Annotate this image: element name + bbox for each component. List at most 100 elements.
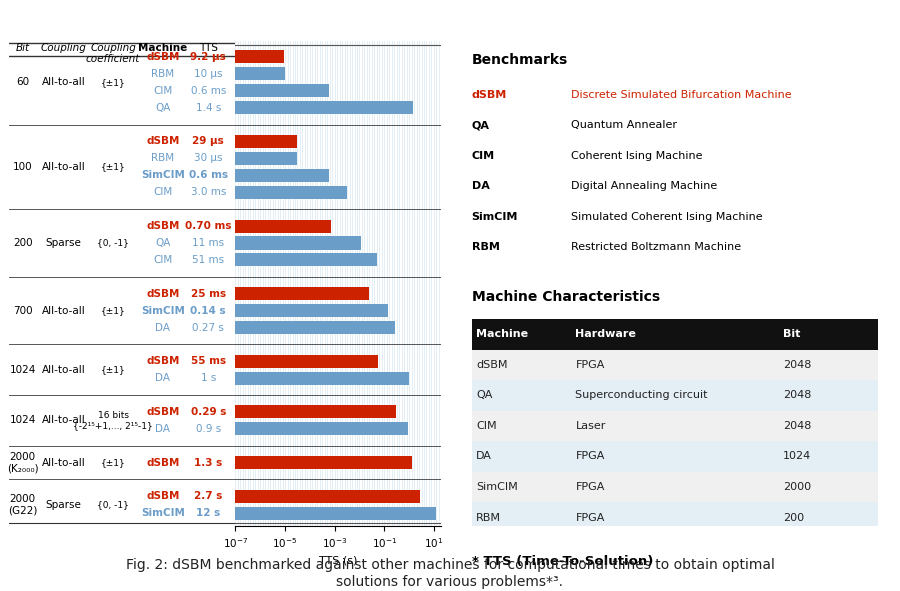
Text: All-to-all: All-to-all bbox=[41, 77, 86, 87]
Text: Discrete Simulated Bifurcation Machine: Discrete Simulated Bifurcation Machine bbox=[572, 90, 792, 100]
Text: 0.6 ms: 0.6 ms bbox=[191, 86, 226, 96]
Text: Simulated Coherent Ising Machine: Simulated Coherent Ising Machine bbox=[572, 212, 762, 222]
Text: Machine: Machine bbox=[139, 43, 187, 53]
Text: 0.14 s: 0.14 s bbox=[191, 306, 226, 316]
Text: All-to-all: All-to-all bbox=[41, 365, 86, 375]
Text: All-to-all: All-to-all bbox=[41, 415, 86, 426]
Bar bbox=[0, 506, 436, 519]
Text: 1.4 s: 1.4 s bbox=[195, 103, 221, 113]
Text: {±1}: {±1} bbox=[101, 78, 126, 87]
Bar bbox=[0, 219, 331, 232]
Text: SimCIM: SimCIM bbox=[141, 306, 184, 316]
FancyBboxPatch shape bbox=[472, 502, 878, 532]
Text: RBM: RBM bbox=[151, 69, 175, 79]
Text: 0.29 s: 0.29 s bbox=[191, 407, 226, 417]
Text: 200: 200 bbox=[13, 238, 32, 248]
Text: 25 ms: 25 ms bbox=[191, 288, 226, 298]
Text: Laser: Laser bbox=[575, 421, 606, 431]
Text: Digital Annealing Machine: Digital Annealing Machine bbox=[572, 181, 717, 191]
Text: 0.70 ms: 0.70 ms bbox=[185, 221, 231, 231]
Text: FPGA: FPGA bbox=[575, 452, 605, 462]
Text: DA: DA bbox=[476, 452, 491, 462]
Text: 16 bits
{-2¹⁵+1,..., 2¹⁵-1}: 16 bits {-2¹⁵+1,..., 2¹⁵-1} bbox=[73, 411, 153, 430]
Text: dSBM: dSBM bbox=[472, 90, 507, 100]
Bar bbox=[0, 490, 419, 503]
FancyBboxPatch shape bbox=[472, 411, 878, 441]
Text: 2.7 s: 2.7 s bbox=[194, 491, 222, 501]
Text: * TTS (Time-To-Solution): * TTS (Time-To-Solution) bbox=[472, 554, 653, 567]
Text: Quantum Annealer: Quantum Annealer bbox=[572, 121, 677, 131]
Text: 1 s: 1 s bbox=[201, 374, 216, 383]
Text: DA: DA bbox=[156, 374, 170, 383]
Bar bbox=[0, 287, 369, 300]
Bar bbox=[0, 304, 388, 317]
Text: FPGA: FPGA bbox=[575, 482, 605, 492]
Text: Restricted Boltzmann Machine: Restricted Boltzmann Machine bbox=[572, 242, 742, 252]
Bar bbox=[0, 101, 413, 114]
Text: 10 μs: 10 μs bbox=[194, 69, 222, 79]
Text: {±1}: {±1} bbox=[101, 163, 126, 171]
Text: 0.6 ms: 0.6 ms bbox=[189, 170, 228, 180]
Text: Sparse: Sparse bbox=[45, 238, 81, 248]
Text: 9.2 μs: 9.2 μs bbox=[191, 52, 226, 62]
Text: Coherent Ising Machine: Coherent Ising Machine bbox=[572, 151, 703, 161]
FancyBboxPatch shape bbox=[472, 441, 878, 472]
Bar bbox=[0, 152, 297, 165]
Text: QA: QA bbox=[476, 391, 492, 400]
Text: dSBM: dSBM bbox=[147, 457, 180, 467]
Text: CIM: CIM bbox=[153, 187, 173, 197]
Bar bbox=[0, 186, 346, 199]
Bar bbox=[0, 405, 396, 418]
Text: Benchmarks: Benchmarks bbox=[472, 54, 568, 67]
X-axis label: TTS (s): TTS (s) bbox=[320, 555, 357, 565]
Bar bbox=[0, 423, 408, 436]
Text: {±1}: {±1} bbox=[101, 306, 126, 315]
Text: 2048: 2048 bbox=[783, 421, 811, 431]
Text: CIM: CIM bbox=[153, 86, 173, 96]
Text: Machine: Machine bbox=[476, 329, 528, 339]
Text: 55 ms: 55 ms bbox=[191, 356, 226, 366]
Bar bbox=[0, 236, 361, 249]
Text: 0.9 s: 0.9 s bbox=[195, 424, 220, 434]
Text: SimCIM: SimCIM bbox=[141, 508, 184, 518]
Text: 1.3 s: 1.3 s bbox=[194, 457, 222, 467]
Text: {0, -1}: {0, -1} bbox=[97, 239, 129, 248]
Text: Coupling: Coupling bbox=[40, 43, 86, 53]
Text: 51 ms: 51 ms bbox=[193, 255, 224, 265]
Text: 700: 700 bbox=[13, 306, 32, 316]
Text: 100: 100 bbox=[13, 162, 32, 172]
Text: 2000
(K₂₀₀₀): 2000 (K₂₀₀₀) bbox=[7, 452, 39, 473]
Text: QA: QA bbox=[472, 121, 490, 131]
Bar bbox=[0, 456, 412, 469]
Text: TTS: TTS bbox=[199, 43, 218, 53]
Text: 0.27 s: 0.27 s bbox=[193, 323, 224, 333]
FancyBboxPatch shape bbox=[472, 472, 878, 502]
Text: RBM: RBM bbox=[151, 154, 175, 164]
FancyBboxPatch shape bbox=[472, 350, 878, 380]
Text: 11 ms: 11 ms bbox=[193, 238, 224, 248]
Text: DA: DA bbox=[156, 323, 170, 333]
Text: CIM: CIM bbox=[472, 151, 495, 161]
Text: CIM: CIM bbox=[476, 421, 497, 431]
Text: Bit: Bit bbox=[783, 329, 800, 339]
Text: Coupling
coefficient: Coupling coefficient bbox=[86, 43, 140, 64]
Text: Fig. 2: dSBM benchmarked against other machines for computational times to obtai: Fig. 2: dSBM benchmarked against other m… bbox=[126, 558, 774, 589]
Text: RBM: RBM bbox=[476, 512, 501, 522]
Text: dSBM: dSBM bbox=[147, 52, 180, 62]
Text: 2000
(G22): 2000 (G22) bbox=[8, 494, 37, 515]
Text: QA: QA bbox=[156, 103, 171, 113]
Text: CIM: CIM bbox=[153, 255, 173, 265]
Text: All-to-all: All-to-all bbox=[41, 306, 86, 316]
Text: dSBM: dSBM bbox=[147, 137, 180, 147]
Text: 2048: 2048 bbox=[783, 360, 811, 370]
Text: Hardware: Hardware bbox=[575, 329, 636, 339]
Bar bbox=[0, 254, 377, 267]
Text: 29 μs: 29 μs bbox=[193, 137, 224, 147]
Text: dSBM: dSBM bbox=[147, 407, 180, 417]
FancyBboxPatch shape bbox=[472, 319, 878, 350]
Text: dSBM: dSBM bbox=[147, 288, 180, 298]
Bar bbox=[0, 355, 378, 368]
Bar bbox=[0, 321, 395, 334]
Bar bbox=[0, 85, 329, 98]
Text: 30 μs: 30 μs bbox=[194, 154, 222, 164]
